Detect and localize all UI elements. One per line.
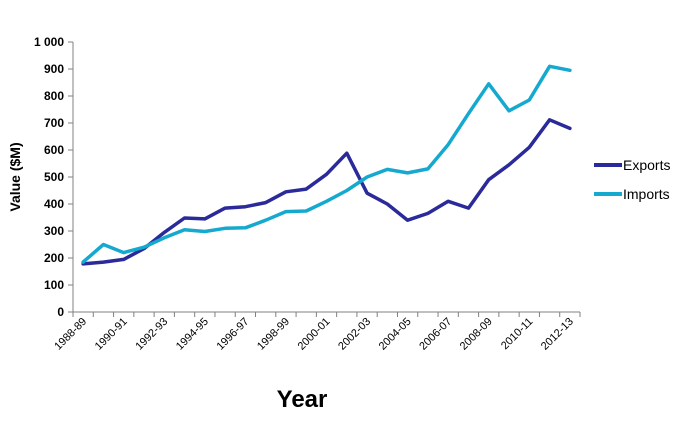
x-tick-label: 1988-89 bbox=[52, 316, 89, 353]
legend-label-exports: Exports bbox=[623, 157, 670, 173]
x-axis-ticks: 1988-89 1990-91 1992-93 1994-95 1996-97 1998-… bbox=[52, 312, 581, 353]
y-tick-label: 200 bbox=[44, 251, 64, 265]
y-tick-label: 0 bbox=[57, 305, 64, 319]
y-tick-label: 600 bbox=[44, 143, 64, 157]
x-tick-label: 2004-05 bbox=[377, 316, 414, 353]
x-tick-label: 1994-95 bbox=[174, 316, 211, 353]
series-line-imports bbox=[81, 64, 572, 264]
y-tick-label: 100 bbox=[44, 278, 64, 292]
y-tick-label: 300 bbox=[44, 224, 64, 238]
y-tick-label: 1 000 bbox=[34, 35, 64, 49]
x-axis-title: Year bbox=[277, 386, 328, 413]
x-tick-label: 1996-97 bbox=[214, 316, 251, 353]
legend: Exports Imports bbox=[594, 157, 670, 202]
x-tick-label: 2010-11 bbox=[499, 316, 535, 352]
series-lines bbox=[81, 64, 572, 266]
series-line-exports bbox=[81, 118, 572, 266]
x-tick-label: 2006-07 bbox=[417, 316, 454, 353]
y-tick-label: 800 bbox=[44, 89, 64, 103]
legend-label-imports: Imports bbox=[623, 186, 670, 202]
x-tick-label: 2012-13 bbox=[539, 316, 576, 353]
x-tick-label: 2008-09 bbox=[458, 316, 495, 353]
plot-area: 0 100 200 300 400 500 600 700 800 900 1 000 1988-8… bbox=[34, 35, 581, 353]
y-tick-label: 700 bbox=[44, 116, 64, 130]
x-tick-label: 2000-01 bbox=[296, 316, 333, 353]
y-axis-title: Value ($M) bbox=[7, 142, 23, 211]
x-tick-label: 1992-93 bbox=[133, 316, 170, 353]
x-tick-label: 1990-91 bbox=[93, 316, 130, 353]
y-axis-ticks: 0 100 200 300 400 500 600 700 800 900 1 000 bbox=[34, 35, 73, 319]
y-tick-label: 900 bbox=[44, 62, 64, 76]
x-tick-label: 2002-03 bbox=[336, 316, 373, 353]
x-tick-label: 1998-99 bbox=[255, 316, 292, 353]
y-tick-label: 500 bbox=[44, 170, 64, 184]
y-tick-label: 400 bbox=[44, 197, 64, 211]
